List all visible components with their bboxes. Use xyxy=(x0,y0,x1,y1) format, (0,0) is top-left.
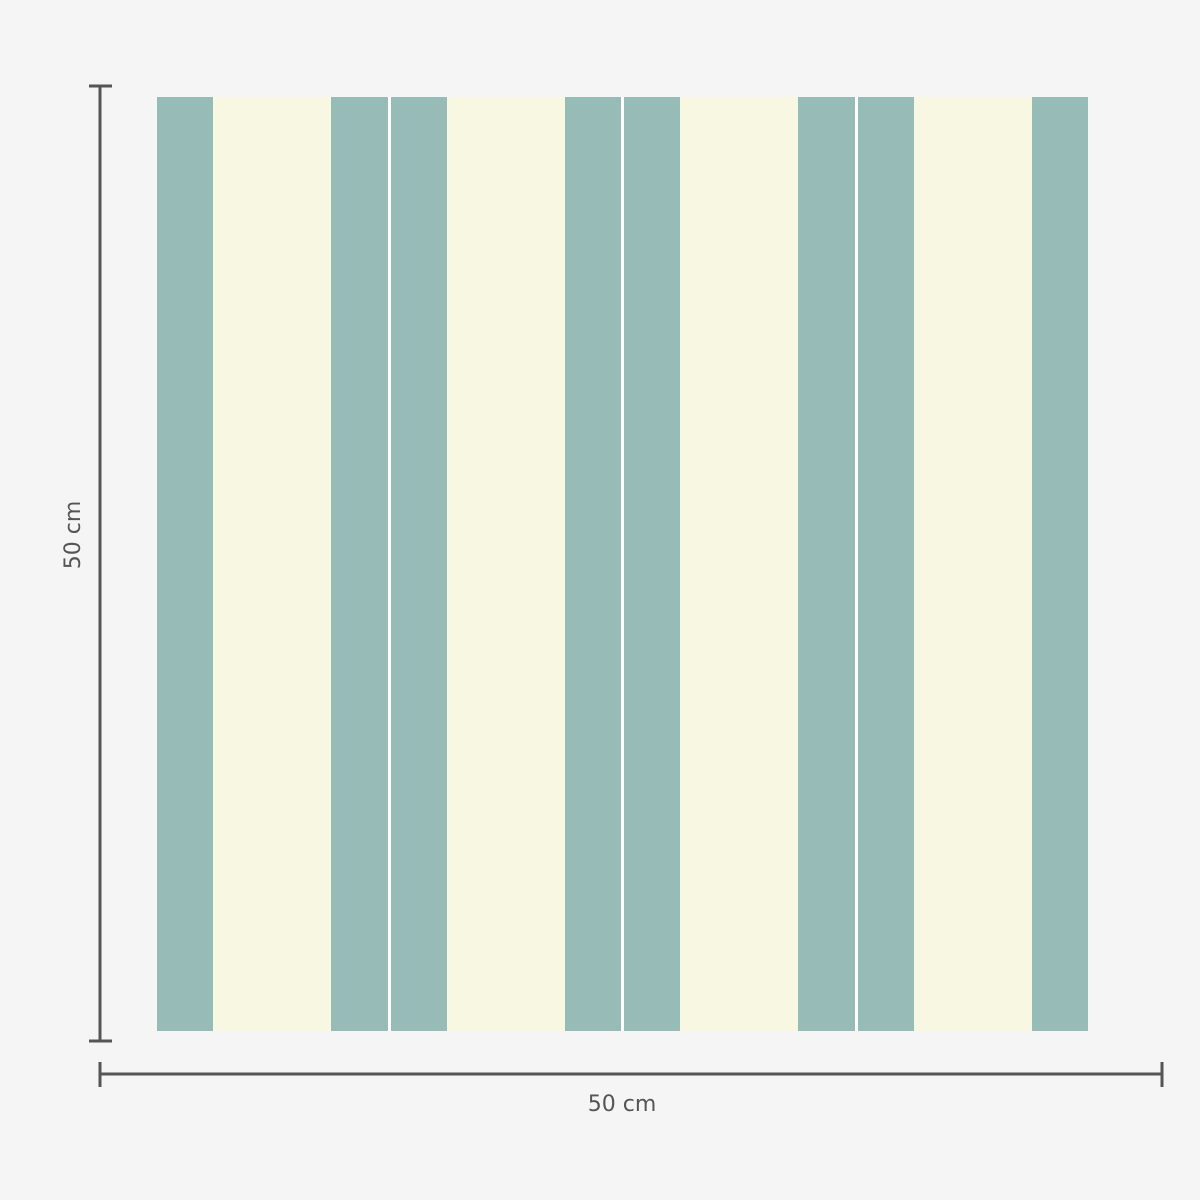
width-label: 50 cm xyxy=(588,1092,657,1117)
cream-stripe xyxy=(447,97,565,1031)
width-dimension-line: 50 cm xyxy=(98,1062,1164,1117)
teal-stripe xyxy=(391,97,447,1031)
height-dimension-line: 50 cm xyxy=(61,84,112,1043)
teal-stripe xyxy=(1032,97,1088,1031)
teal-stripe xyxy=(157,97,213,1031)
cream-stripe xyxy=(213,97,331,1031)
teal-stripe xyxy=(858,97,914,1031)
teal-stripe xyxy=(624,97,680,1031)
striped-tile xyxy=(157,97,1088,1031)
height-label: 50 cm xyxy=(61,501,86,570)
cream-stripe xyxy=(680,97,798,1031)
cream-stripe xyxy=(914,97,1032,1031)
teal-stripe xyxy=(798,97,855,1031)
teal-stripe xyxy=(331,97,388,1031)
teal-stripe xyxy=(565,97,621,1031)
